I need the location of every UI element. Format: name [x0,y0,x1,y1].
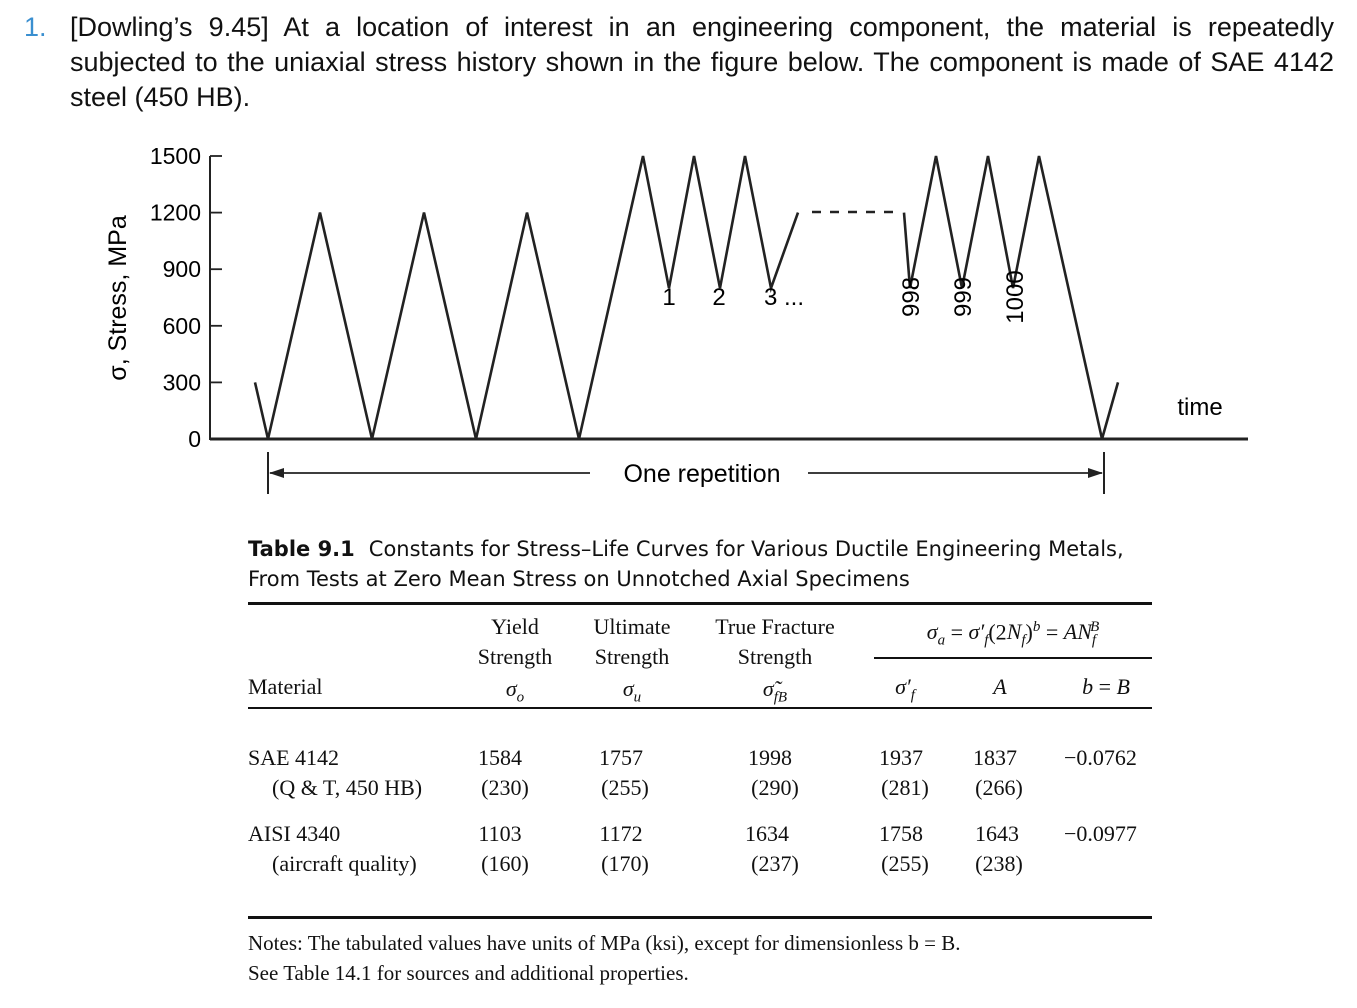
repetition-label: One repetition [623,460,780,488]
cycle-label-998: 998 [898,277,925,317]
series-line-minor-cycles-1-3 [577,155,800,440]
header-fracture-line2: Strength [737,644,813,669]
row2-A-ksi: (238) [975,851,1023,876]
table-caption-number: Table 9.1 [248,537,355,561]
row2-ultimate: 1172 [599,821,643,846]
row1-yield-ksi: (230) [481,775,529,800]
row2-material: AISI 4340 [248,821,341,846]
header-b: b = B [1082,674,1130,699]
header-sigma-f: σ′f [895,674,915,704]
cycle-label-999: 999 [950,277,977,317]
row1-A: 1837 [973,745,1017,770]
row1-ultimate: 1757 [599,745,643,770]
row1-b: −0.0762 [1064,745,1137,770]
table-note-1: Notes: The tabulated values have units o… [248,931,961,955]
table-caption-text: Constants for Stress–Life Curves for Var… [248,537,1124,591]
cycle-label-3: 3 ... [764,284,804,311]
table-note-2: See Table 14.1 for sources and additiona… [248,961,689,985]
header-yield-line1: Yield [491,614,539,639]
row2-sigma-f-ksi: (255) [881,851,929,876]
y-tick-label: 600 [163,313,201,339]
y-tick-label: 1200 [150,200,201,226]
x-axis-label: time [1177,394,1222,421]
row1-material-sub: (Q & T, 450 HB) [272,775,423,800]
problem-text: [Dowling’s 9.45] At a location of intere… [70,12,1334,112]
header-ultimate-line1: Ultimate [593,614,671,639]
cycle-label-1000: 1000 [1002,270,1029,323]
series-line-start [253,382,270,440]
series-line-minor-cycles-998-1000 [902,155,1120,440]
row2-yield-ksi: (160) [481,851,529,876]
row1-material: SAE 4142 [248,745,340,770]
row2-fracture: 1634 [745,821,789,846]
repetition-arrowhead-right [1088,468,1103,478]
y-tick-label: 0 [188,426,201,452]
row2-b: −0.0977 [1064,821,1137,846]
table-top-rule [248,602,1152,605]
table-bottom-rule [248,916,1152,919]
stress-series [253,155,1120,440]
cycle-label-1: 1 [662,284,675,311]
header-fracture-symbol: σ̃fB [762,676,788,706]
row1-sigma-f: 1937 [879,745,923,770]
row2-sigma-f: 1758 [879,821,923,846]
row2-A: 1643 [975,821,1019,846]
row1-sigma-f-ksi: (281) [881,775,929,800]
header-ultimate-symbol: σu [622,676,642,706]
header-yield-line2: Strength [477,644,553,669]
row2-fracture-ksi: (237) [751,851,799,876]
repetition-arrow: One repetition [267,452,1105,494]
table-notes: Notes: The tabulated values have units o… [248,928,1148,988]
header-fracture-line1: True Fracture [715,614,835,639]
header-material: Material [248,674,323,699]
header-bottom-rule [248,707,1152,709]
header-equation: σa = σ′f(2Nf)b = ANfB [926,619,1100,649]
stress-history-figure: 0 300 600 900 1200 1500 σ, Stress, MPa time 1… [104,143,1248,494]
y-tick-label: 900 [163,256,201,282]
row1-yield: 1584 [478,745,522,770]
table-caption: Table 9.1 Constants for Stress–Life Curve… [248,534,1148,594]
cycle-label-2: 2 [712,284,725,311]
row1-ultimate-ksi: (255) [601,775,649,800]
row1-fracture: 1998 [748,745,792,770]
row2-material-sub: (aircraft quality) [272,851,417,876]
header-yield-symbol: σo [505,676,525,706]
row2-ultimate-ksi: (170) [601,851,649,876]
header-ultimate-line2: Strength [594,644,670,669]
problem-statement: 1. [Dowling’s 9.45] At a location of int… [24,10,1334,115]
equation-underline [874,657,1152,659]
header-A: A [993,674,1007,699]
series-line-major-cycles [266,212,581,440]
y-tick-label: 1500 [150,143,201,169]
row1-A-ksi: (266) [975,775,1023,800]
row1-fracture-ksi: (290) [751,775,799,800]
y-axis-label: σ, Stress, MPa [104,215,132,381]
repetition-arrowhead-left [269,468,284,478]
y-ticks: 0 300 600 900 1200 1500 [150,143,222,452]
figure-axes [209,156,1248,441]
row2-yield: 1103 [478,821,522,846]
problem-number: 1. [24,12,47,42]
y-tick-label: 300 [163,369,201,395]
